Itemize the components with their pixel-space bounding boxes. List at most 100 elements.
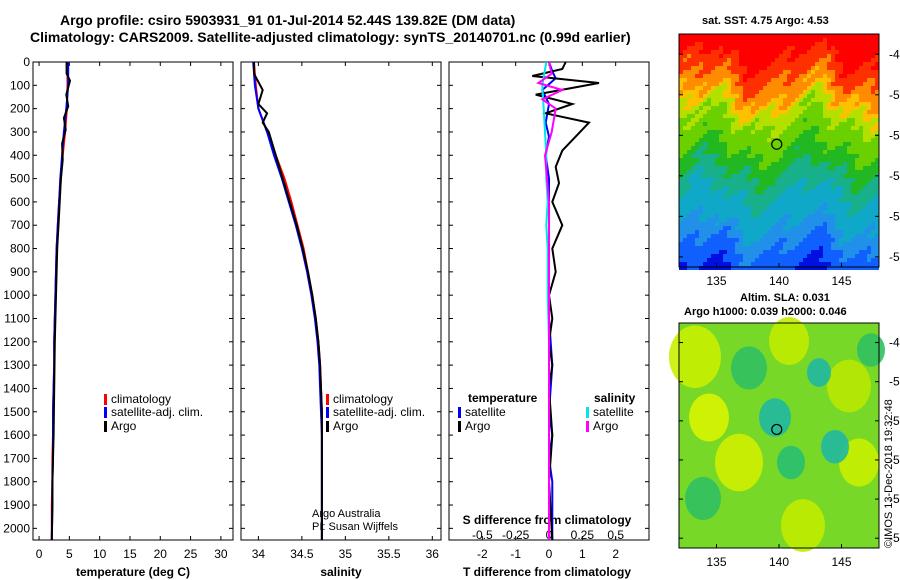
depth-tick-label: 1400	[3, 381, 30, 395]
diff-legend-sal-argo-label: Argo	[593, 419, 619, 433]
sst-map-lat-label: -54	[889, 169, 900, 183]
sst-map-lon-label: 140	[769, 274, 789, 288]
tdiff-argo-line	[532, 61, 600, 541]
diff-legend-temp-argo-label: Argo	[465, 419, 491, 433]
sst-map-lon-label: 135	[706, 274, 726, 288]
sla-map-lat-label: -54	[889, 453, 900, 467]
salinity-legend-satellite-label: satellite-adj. clim.	[333, 405, 425, 419]
salinity-annotation: Argo Australia	[312, 508, 381, 520]
sla-map-lat-label: -50	[889, 375, 900, 389]
sdiff-axis-label: S difference from climatology	[463, 513, 632, 527]
sst-map-lat-label: -52	[889, 128, 900, 142]
sla-map-frame	[678, 322, 880, 549]
diff-legend-temp-satellite-swatch	[458, 407, 461, 418]
sla-map-lat-label: -52	[889, 414, 900, 428]
tdiff-axis-tick-label: 0	[546, 547, 553, 561]
depth-tick-label: 0	[23, 55, 30, 69]
temperature-argo-line	[50, 62, 72, 541]
salinity-legend-argo-label: Argo	[333, 419, 359, 433]
depth-tick-label: 1500	[3, 405, 30, 419]
depth-tick-label: 1300	[3, 358, 30, 372]
sst-map-lat-label: -56	[889, 209, 900, 223]
diff-legend-sal-satellite-swatch	[586, 407, 589, 418]
salinity-axis-label: salinity	[320, 565, 362, 579]
depth-tick-label: 600	[10, 195, 30, 209]
figure-title-line1: Argo profile: csiro 5903931_91 01-Jul-20…	[60, 12, 516, 28]
sst-map-lat-label: -58	[889, 250, 900, 264]
tdiff-axis-tick-label: 1	[579, 547, 586, 561]
salinity-plot-frame	[240, 61, 442, 541]
sla-map-title-line2: Argo h1000: 0.039 h2000: 0.046	[684, 306, 847, 318]
temperature-plot-frame	[32, 61, 234, 541]
sla-map-lon-label: 135	[706, 555, 726, 569]
sst-map-title: sat. SST: 4.75 Argo: 4.53	[702, 15, 829, 27]
temperature-axis-tick-label: 15	[123, 547, 137, 561]
depth-tick-label: 100	[10, 78, 30, 92]
sst-map-lat-label: -50	[889, 88, 900, 102]
sla-map-lat-label: -58	[889, 531, 900, 545]
figure-title-line2: Climatology: CARS2009. Satellite-adjuste…	[30, 29, 631, 45]
salinity-satellite-line	[252, 61, 323, 540]
diff-legend-left-title: temperature	[468, 391, 538, 405]
salinity-legend-climatology-label: climatology	[333, 392, 393, 406]
sdiff-tick-label: -0.25	[502, 528, 530, 542]
sdiff-tick-label: -0.5	[472, 528, 493, 542]
temperature-axis-tick-label: 25	[184, 547, 198, 561]
salinity-axis-tick-label: 36	[426, 547, 440, 561]
sla-map-lon-label: 145	[831, 555, 851, 569]
depth-tick-label: 1800	[3, 475, 30, 489]
salinity-axis-tick-label: 34	[252, 547, 266, 561]
temperature-legend-climatology-swatch	[104, 394, 107, 405]
temperature-legend-satellite-label: satellite-adj. clim.	[111, 405, 203, 419]
depth-tick-label: 500	[10, 172, 30, 186]
temperature-axis-tick-label: 10	[93, 547, 107, 561]
depth-tick-label: 1900	[3, 498, 30, 512]
diff-legend-sal-satellite-label: satellite	[593, 405, 634, 419]
depth-tick-label: 200	[10, 102, 30, 116]
temperature-axis-label: temperature (deg C)	[76, 565, 190, 579]
depth-tick-label: 800	[10, 242, 30, 256]
depth-tick-label: 2000	[3, 521, 30, 535]
temperature-axis-tick-label: 30	[214, 547, 228, 561]
salinity-legend-climatology-swatch	[326, 394, 329, 405]
salinity-axis-tick-label: 35.5	[377, 547, 401, 561]
depth-tick-label: 300	[10, 125, 30, 139]
diff-legend-temp-satellite-label: satellite	[465, 405, 506, 419]
temperature-axis-tick-label: 20	[154, 547, 168, 561]
sla-map-lon-label: 140	[769, 555, 789, 569]
sla-map-argo-marker	[771, 423, 783, 436]
salinity-axis-tick-label: 35	[339, 547, 353, 561]
sdiff-tick-label: 0.25	[571, 528, 595, 542]
tdiff-axis-tick-label: -1	[510, 547, 521, 561]
temperature-axis-tick-label: 5	[66, 547, 73, 561]
diff-legend-sal-argo-swatch	[586, 421, 589, 432]
sst-map-lon-label: 145	[831, 274, 851, 288]
depth-tick-label: 1000	[3, 288, 30, 302]
sla-map-lat-label: -48	[889, 336, 900, 350]
temperature-legend-argo-swatch	[104, 421, 107, 432]
sst-map-lat-label: -48	[889, 47, 900, 61]
temperature-legend-satellite-swatch	[104, 407, 107, 418]
sla-map-title-line1: Altim. SLA: 0.031	[740, 292, 830, 304]
salinity-axis-tick-label: 34.5	[290, 547, 314, 561]
salinity-annotation: PI: Susan Wijffels	[312, 521, 398, 533]
salinity-argo-line	[253, 62, 323, 540]
depth-tick-label: 900	[10, 265, 30, 279]
sla-map-lat-label: -56	[889, 492, 900, 506]
sst-map-argo-marker	[771, 138, 783, 150]
tdiff-axis-label: T difference from climatology	[463, 565, 631, 579]
tdiff-axis-tick-label: -2	[477, 547, 488, 561]
diff-legend-temp-argo-swatch	[458, 421, 461, 432]
temperature-legend-climatology-label: climatology	[111, 392, 171, 406]
salinity-legend-argo-swatch	[326, 421, 329, 432]
depth-tick-label: 1100	[4, 311, 30, 325]
depth-tick-label: 400	[10, 148, 30, 162]
salinity-legend-satellite-swatch	[326, 407, 329, 418]
sdiff-argo-line	[536, 61, 566, 540]
sla-map-image	[669, 317, 885, 552]
tdiff-axis-tick-label: 2	[612, 547, 619, 561]
diff-legend-right-title: salinity	[594, 391, 636, 405]
depth-tick-label: 1600	[3, 428, 30, 442]
depth-tick-label: 700	[10, 218, 30, 232]
